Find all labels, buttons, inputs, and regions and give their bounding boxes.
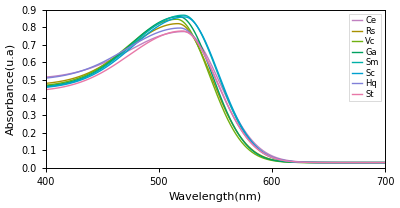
St — [383, 161, 388, 164]
Ce — [43, 76, 48, 78]
St — [43, 88, 48, 91]
Sc — [180, 16, 185, 18]
Sc — [383, 161, 388, 164]
Line: Sc: Sc — [46, 17, 385, 163]
Sm — [43, 86, 48, 88]
Ga — [177, 15, 182, 18]
Sm — [314, 161, 319, 164]
Sm — [181, 14, 186, 16]
Ce — [193, 37, 198, 40]
Sc — [308, 161, 313, 164]
Sc — [78, 79, 82, 82]
Vc — [174, 18, 179, 20]
Hq — [78, 70, 82, 73]
Rs — [277, 160, 282, 162]
Ga — [308, 161, 313, 164]
Vc — [308, 161, 313, 164]
Sc — [193, 23, 198, 25]
Line: St: St — [46, 31, 385, 163]
Hq — [193, 38, 198, 41]
Rs — [383, 161, 388, 164]
Rs — [193, 40, 198, 42]
St — [308, 161, 313, 164]
Line: Vc: Vc — [46, 19, 385, 163]
Ce — [308, 161, 313, 163]
St — [277, 158, 282, 161]
Sm — [193, 23, 198, 25]
Vc — [193, 39, 198, 42]
Vc — [383, 161, 388, 164]
Ce — [78, 70, 82, 73]
Rs — [175, 22, 180, 25]
Line: Sm: Sm — [46, 15, 385, 163]
Hq — [181, 27, 186, 30]
Vc — [43, 84, 48, 86]
St — [314, 161, 319, 164]
Sm — [383, 161, 388, 164]
Sm — [277, 158, 282, 161]
Ce — [181, 30, 186, 33]
Ga — [277, 160, 282, 162]
Vc — [277, 160, 282, 163]
Line: Hq: Hq — [46, 28, 385, 163]
Ga — [314, 161, 319, 164]
Rs — [314, 161, 319, 164]
Legend: Ce, Rs, Vc, Ga, Sm, Sc, Hq, St: Ce, Rs, Vc, Ga, Sm, Sc, Hq, St — [349, 14, 381, 101]
Rs — [43, 82, 48, 85]
Ce — [180, 30, 185, 33]
Ga — [78, 78, 82, 80]
Hq — [314, 161, 319, 164]
Hq — [43, 77, 48, 79]
Sc — [314, 161, 319, 164]
St — [193, 38, 198, 41]
Ce — [383, 161, 388, 164]
Sm — [308, 161, 313, 164]
Ga — [43, 85, 48, 87]
St — [78, 81, 82, 84]
Line: Ga: Ga — [46, 17, 385, 163]
Vc — [181, 21, 186, 23]
Vc — [78, 76, 82, 79]
Ce — [314, 161, 319, 164]
Hq — [308, 161, 313, 164]
Sc — [182, 16, 187, 18]
Rs — [308, 161, 313, 164]
Line: Ce: Ce — [46, 32, 385, 163]
Ce — [277, 157, 282, 160]
Vc — [314, 161, 319, 164]
X-axis label: Wavelength(nm): Wavelength(nm) — [169, 192, 262, 202]
St — [181, 30, 186, 32]
Rs — [78, 75, 82, 77]
Ga — [193, 32, 198, 35]
Ga — [383, 161, 388, 164]
Line: Rs: Rs — [46, 24, 385, 163]
Sc — [43, 86, 48, 89]
Hq — [178, 27, 182, 29]
Sm — [78, 78, 82, 80]
Hq — [383, 161, 388, 164]
Sc — [277, 158, 282, 161]
Ga — [181, 16, 186, 19]
Sm — [180, 14, 185, 16]
Rs — [181, 24, 186, 26]
Y-axis label: Absorbance(u.a): Absorbance(u.a) — [6, 43, 16, 135]
Hq — [277, 158, 282, 161]
St — [180, 30, 185, 32]
